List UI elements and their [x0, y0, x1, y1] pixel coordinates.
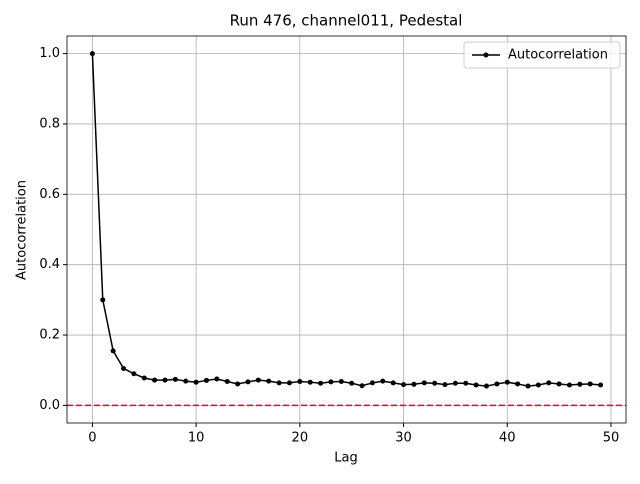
x-tick-label: 20: [292, 431, 309, 446]
data-point: [183, 378, 189, 384]
data-point: [172, 376, 178, 382]
data-point: [546, 380, 552, 386]
data-point: [556, 381, 562, 387]
y-tick-label: 1.0: [39, 46, 60, 61]
data-point: [266, 378, 272, 384]
data-point: [566, 382, 572, 388]
data-point: [525, 383, 531, 389]
plot-frame: [66, 35, 627, 424]
y-tick-label: 0.4: [39, 257, 60, 272]
data-line: [91, 53, 601, 387]
y-tick-label: 0.8: [39, 116, 60, 131]
data-point: [515, 381, 521, 387]
data-point: [421, 380, 427, 386]
data-point: [110, 348, 116, 354]
x-tick-label: 10: [188, 431, 205, 446]
x-tick-label: 0: [88, 431, 96, 446]
data-point: [390, 380, 396, 386]
data-point: [286, 380, 292, 386]
data-point: [193, 379, 199, 385]
data-point: [131, 371, 137, 377]
data-point: [369, 380, 375, 386]
data-point: [463, 380, 469, 386]
data-point: [203, 377, 209, 383]
data-point: [359, 383, 365, 389]
data-point: [89, 51, 95, 57]
data-point: [380, 378, 386, 384]
data-point: [587, 381, 593, 387]
data-point: [577, 381, 583, 387]
data-point: [484, 383, 490, 389]
data-point: [328, 379, 334, 385]
y-tick-label: 0.0: [39, 398, 60, 413]
data-point: [411, 381, 417, 387]
data-point: [318, 380, 324, 386]
y-tick-label: 0.2: [39, 328, 60, 343]
data-point: [297, 378, 303, 384]
x-tick-label: 50: [603, 431, 620, 446]
y-tick-label: 0.6: [39, 187, 60, 202]
data-point: [473, 382, 479, 388]
data-point: [141, 375, 147, 381]
data-point: [598, 382, 604, 388]
data-point: [245, 379, 251, 385]
data-point: [338, 378, 344, 384]
legend-box: [463, 41, 621, 69]
data-point: [442, 382, 448, 388]
x-tick-label: 40: [499, 431, 516, 446]
data-point: [401, 382, 407, 388]
data-point: [349, 380, 355, 386]
data-point: [235, 381, 241, 387]
data-point: [100, 297, 106, 303]
x-axis-label: Lag: [334, 451, 357, 466]
data-point: [276, 380, 282, 386]
data-point: [535, 382, 541, 388]
legend-marker: [483, 52, 489, 58]
chart-title: Run 476, channel011, Pedestal: [230, 12, 463, 30]
data-point: [162, 377, 168, 383]
data-point: [452, 380, 458, 386]
data-point: [224, 378, 230, 384]
legend-label: Autocorrelation: [508, 48, 608, 63]
data-point: [432, 380, 438, 386]
data-point: [152, 377, 158, 383]
data-point: [121, 365, 127, 371]
data-point: [255, 377, 261, 383]
x-tick-label: 30: [395, 431, 412, 446]
data-point: [494, 381, 500, 387]
data-point: [307, 379, 313, 385]
data-point: [214, 376, 220, 382]
data-point: [504, 379, 510, 385]
y-axis-label: Autocorrelation: [15, 180, 30, 280]
